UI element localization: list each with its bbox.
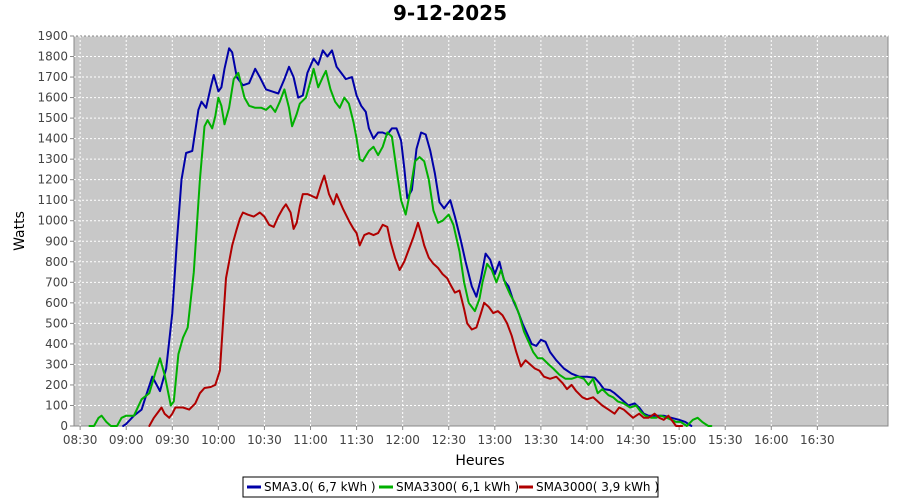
chart-title: 9-12-2025 bbox=[393, 1, 507, 25]
y-tick-label: 0 bbox=[60, 419, 68, 433]
x-tick-label: 09:30 bbox=[155, 433, 190, 447]
y-tick-label: 400 bbox=[45, 337, 68, 351]
y-tick-label: 800 bbox=[45, 255, 68, 269]
legend-label-3: SMA3000( 3,9 kWh ) bbox=[536, 480, 659, 494]
y-axis-ticks: 0 100 200 300 400 500 600 700 800 900 1000 1100 1200… bbox=[37, 29, 74, 433]
y-tick-label: 1400 bbox=[37, 132, 68, 146]
y-tick-label: 900 bbox=[45, 234, 68, 248]
y-tick-label: 500 bbox=[45, 316, 68, 330]
x-tick-label: 10:30 bbox=[247, 433, 282, 447]
x-tick-label: 15:30 bbox=[708, 433, 743, 447]
series-lines bbox=[88, 47, 713, 427]
grid-lines bbox=[74, 35, 888, 426]
x-tick-label: 16:00 bbox=[754, 433, 789, 447]
x-tick-label: 10:00 bbox=[201, 433, 236, 447]
y-tick-label: 1100 bbox=[37, 193, 68, 207]
x-tick-label: 13:00 bbox=[478, 433, 513, 447]
y-tick-label: 1300 bbox=[37, 152, 68, 166]
y-tick-label: 1700 bbox=[37, 70, 68, 84]
y-tick-label: 1500 bbox=[37, 111, 68, 125]
x-tick-label: 09:00 bbox=[109, 433, 144, 447]
x-tick-label: 15:00 bbox=[662, 433, 697, 447]
x-axis-ticks: 08:30 09:00 09:30 10:00 10:30 11:00 11:30 12:00… bbox=[63, 426, 835, 447]
y-tick-label: 1600 bbox=[37, 91, 68, 105]
y-tick-label: 300 bbox=[45, 357, 68, 371]
x-tick-label: 12:30 bbox=[431, 433, 466, 447]
y-tick-label: 100 bbox=[45, 398, 68, 412]
series-line-1 bbox=[122, 47, 693, 427]
x-tick-label: 11:00 bbox=[293, 433, 328, 447]
y-tick-label: 1000 bbox=[37, 214, 68, 228]
x-tick-label: 11:30 bbox=[339, 433, 374, 447]
legend-box bbox=[242, 476, 659, 498]
series-line-3 bbox=[148, 174, 684, 427]
y-tick-label: 700 bbox=[45, 275, 68, 289]
x-axis-label: Heures bbox=[455, 453, 504, 469]
x-tick-label: 12:00 bbox=[385, 433, 420, 447]
y-axis-label: Watts bbox=[12, 211, 28, 251]
x-tick-label: 08:30 bbox=[63, 433, 98, 447]
y-tick-label: 1900 bbox=[37, 29, 68, 43]
legend: SMA3.0( 6,7 kWh ) SMA3300( 6,1 kWh ) SMA30… bbox=[242, 476, 659, 498]
x-tick-label: 14:00 bbox=[570, 433, 605, 447]
y-tick-label: 200 bbox=[45, 378, 68, 392]
x-tick-label: 16:30 bbox=[800, 433, 835, 447]
series-line-2 bbox=[88, 67, 713, 427]
y-tick-label: 1800 bbox=[37, 50, 68, 64]
y-tick-label: 600 bbox=[45, 296, 68, 310]
x-tick-label: 13:30 bbox=[524, 433, 559, 447]
legend-label-1: SMA3.0( 6,7 kWh ) bbox=[264, 480, 376, 494]
plot-area bbox=[73, 35, 889, 427]
legend-label-2: SMA3300( 6,1 kWh ) bbox=[396, 480, 519, 494]
x-tick-label: 14:30 bbox=[616, 433, 651, 447]
y-tick-label: 1200 bbox=[37, 173, 68, 187]
